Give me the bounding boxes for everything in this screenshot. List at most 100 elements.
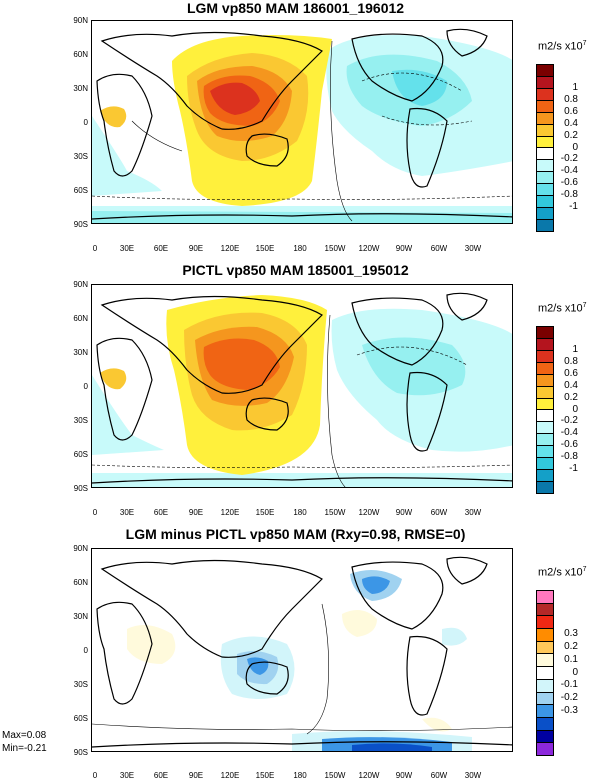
colorbar-swatch — [537, 88, 553, 101]
p2-xtick: 120W — [358, 508, 380, 517]
colorbar-swatch — [537, 208, 553, 220]
colorbar-swatch — [537, 743, 553, 756]
colorbar-label: 0.6 — [564, 367, 578, 379]
p1-ytick-30n: 30N — [73, 84, 88, 93]
p2-colorbar — [536, 326, 554, 494]
colorbar-swatch — [537, 112, 553, 125]
p2-ytick-30n: 30N — [73, 348, 88, 357]
colorbar-swatch — [537, 641, 553, 655]
p1-xtick: 30W — [464, 244, 482, 253]
colorbar-label: 1 — [572, 343, 578, 355]
colorbar-swatch — [537, 717, 553, 731]
p3-xtick: 150W — [324, 771, 346, 780]
p1-ytick-90s: 90S — [73, 220, 88, 229]
colorbar-label: -0.6 — [560, 439, 578, 451]
p2-ytick-90n: 90N — [73, 280, 88, 289]
p2-xtick: 90W — [395, 508, 413, 517]
colorbar-swatch — [537, 374, 553, 387]
p3-ytick-30s: 30S — [73, 680, 88, 689]
p2-xtick: 90E — [188, 508, 204, 517]
colorbar-swatch — [537, 679, 553, 693]
p3-xtick: 120E — [220, 771, 240, 780]
p1-ytick-0: 0 — [83, 118, 88, 127]
colorbar-swatch — [537, 124, 553, 137]
colorbar-swatch — [537, 196, 553, 209]
p3-ytick-90s: 90S — [73, 748, 88, 757]
p2-ytick-0: 0 — [83, 382, 88, 391]
p2-xtick: 0 — [92, 508, 98, 517]
p1-xtick: 150W — [324, 244, 346, 253]
colorbar-label: -0.2 — [560, 415, 578, 427]
colorbar-label: 1 — [572, 81, 578, 93]
colorbar-swatch — [537, 386, 553, 399]
colorbar-label: 0.2 — [564, 129, 578, 141]
p3-xtick: 30E — [119, 771, 135, 780]
p3-ytick-0: 0 — [83, 646, 88, 655]
colorbar-swatch — [537, 692, 553, 706]
colorbar-swatch — [537, 76, 553, 89]
colorbar-swatch — [537, 100, 553, 113]
colorbar-swatch — [537, 730, 553, 744]
colorbar-swatch — [537, 65, 553, 77]
p2-ytick-30s: 30S — [73, 416, 88, 425]
p1-ytick-30s: 30S — [73, 152, 88, 161]
colorbar-label: 0 — [572, 141, 578, 153]
p1-colorbar — [536, 64, 554, 232]
colorbar-label: 0.8 — [564, 93, 578, 105]
p2-xtick: 30W — [464, 508, 482, 517]
p2-xtick: 60W — [430, 508, 448, 517]
colorbar-label: 0.2 — [564, 641, 578, 653]
p3-colorbar-unit: m2/s x107 — [538, 566, 587, 579]
p2-xtick: 180 — [293, 508, 307, 517]
p3-xtick: 150E — [255, 771, 275, 780]
colorbar-swatch — [537, 362, 553, 375]
p2-ytick-60n: 60N — [73, 314, 88, 323]
panel2-map — [91, 284, 513, 488]
colorbar-label: -1 — [569, 201, 578, 213]
p3-ytick-30n: 30N — [73, 612, 88, 621]
p1-xtick: 120W — [358, 244, 380, 253]
colorbar-swatch — [537, 172, 553, 185]
p2-ytick-60s: 60S — [73, 450, 88, 459]
p3-colorbar — [536, 590, 554, 756]
p3-ytick-60n: 60N — [73, 578, 88, 587]
colorbar-swatch — [537, 136, 553, 149]
p3-xtick: 60E — [153, 771, 169, 780]
colorbar-label: -0.4 — [560, 165, 578, 177]
p1-xtick: 90E — [188, 244, 204, 253]
colorbar-swatch — [537, 667, 553, 680]
p1-ytick-60s: 60S — [73, 186, 88, 195]
p1-colorbar-unit: m2/s x107 — [538, 40, 587, 53]
colorbar-label: -0.1 — [560, 679, 578, 691]
p1-xtick: 60W — [430, 244, 448, 253]
colorbar-swatch — [537, 148, 553, 161]
p3-xtick: 30W — [464, 771, 482, 780]
colorbar-swatch — [537, 458, 553, 471]
panel2-title: PICTL vp850 MAM 185001_195012 — [182, 262, 409, 278]
p3-ytick-60s: 60S — [73, 714, 88, 723]
panel1-title: LGM vp850 MAM 186001_196012 — [186, 0, 405, 16]
colorbar-label: 0.4 — [564, 117, 578, 129]
p2-colorbar-unit: m2/s x107 — [538, 302, 587, 315]
colorbar-label: -0.8 — [560, 189, 578, 201]
colorbar-swatch — [537, 705, 553, 718]
colorbar-label: 0 — [572, 403, 578, 415]
p3-ytick-90n: 90N — [73, 544, 88, 553]
colorbar-swatch — [537, 434, 553, 447]
max-stat: Max=0.08 — [2, 730, 47, 741]
colorbar-label: 0.6 — [564, 105, 578, 117]
colorbar-swatch — [537, 338, 553, 351]
p2-xtick: 120E — [220, 508, 240, 517]
p1-ytick-60n: 60N — [73, 50, 88, 59]
p1-xtick: 60E — [153, 244, 169, 253]
colorbar-swatch — [537, 446, 553, 459]
colorbar-label: 0.2 — [564, 391, 578, 403]
colorbar-swatch — [537, 398, 553, 411]
colorbar-label: -0.4 — [560, 427, 578, 439]
p2-xtick: 30E — [119, 508, 135, 517]
colorbar-label: 0.4 — [564, 379, 578, 391]
colorbar-swatch — [537, 603, 553, 617]
colorbar-label: -0.8 — [560, 451, 578, 463]
panel3-title: LGM minus PICTL vp850 MAM (Rxy=0.98, RMS… — [125, 526, 466, 542]
min-stat: Min=-0.21 — [2, 743, 47, 754]
